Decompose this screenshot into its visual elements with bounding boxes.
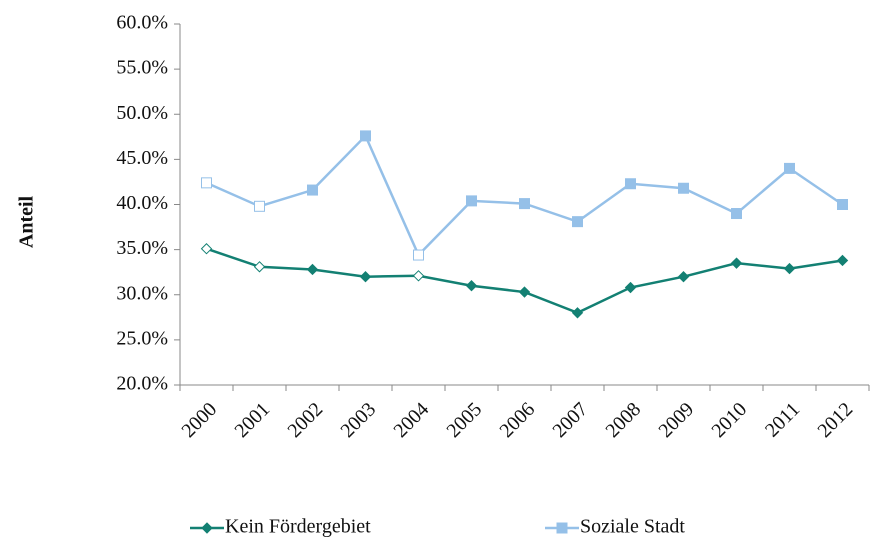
x-tick-label: 2007 [548,398,592,442]
point [465,280,478,292]
point [731,208,742,220]
x-tick-label: 2010 [707,398,751,442]
series-line [205,133,844,258]
point [678,182,689,194]
point [677,270,690,283]
point [412,270,425,282]
y-tick-label: 40.0% [116,192,168,214]
x-tick-label: 2004 [389,398,433,442]
x-tick-label: 2006 [495,398,539,442]
x-tick-label: 2008 [601,398,645,442]
point [360,130,371,142]
point [837,199,848,210]
y-tick-label: 60.0% [116,12,168,34]
legend-label: Soziale Stadt [580,516,685,538]
x-tick-label: 2012 [813,398,857,442]
x-tick-label: 2002 [283,398,327,442]
legend-marker [201,522,213,534]
point [201,177,212,189]
point [359,270,372,283]
x-tick-label: 2003 [336,398,380,442]
x-tick-label: 2009 [654,398,698,442]
legend-item: Kein Fördergebiet [190,516,371,538]
x-tick-label: 2001 [230,398,274,442]
y-tick-label: 30.0% [116,282,168,304]
point [413,249,424,261]
series-line [206,247,843,315]
point [254,200,265,212]
y-tick-label: 25.0% [116,327,168,349]
y-tick-label: 55.0% [116,57,168,79]
y-tick-label: 20.0% [116,373,168,395]
point [571,307,584,319]
point [306,263,319,276]
point [466,195,477,207]
legend-label: Kein Fördergebiet [225,516,371,538]
point [625,178,636,190]
point [572,216,583,228]
point [307,184,318,196]
point [200,243,213,255]
point [783,262,796,275]
legend-marker [556,522,568,534]
x-tick-label: 2000 [177,398,221,442]
point [784,162,795,174]
point [519,198,530,210]
point [836,254,849,267]
y-tick-label: 45.0% [116,147,168,169]
x-tick-label: 2005 [442,398,486,442]
point [518,286,531,298]
point [253,261,266,273]
x-tick-label: 2011 [761,398,804,441]
y-axis-label: Anteil [16,195,38,248]
point [730,257,743,269]
legend-item: Soziale Stadt [545,516,685,538]
y-tick-label: 35.0% [116,237,168,259]
point [624,281,637,294]
y-tick-label: 50.0% [116,102,168,124]
